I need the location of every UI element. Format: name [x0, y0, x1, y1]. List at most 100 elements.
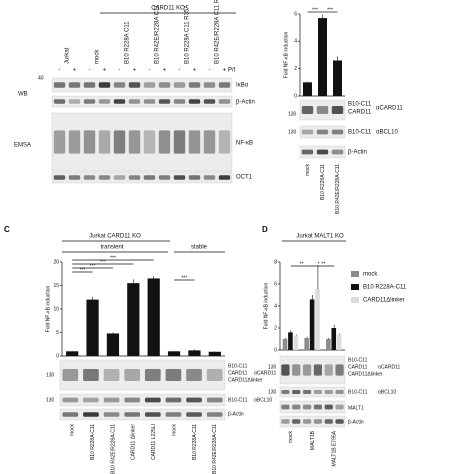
y-tick-label: 2	[274, 325, 277, 331]
blot-band	[313, 404, 323, 410]
y-tick-label: 4	[294, 39, 297, 45]
blot-band	[218, 175, 231, 180]
significance-label: ***	[181, 275, 187, 281]
blot-band	[83, 412, 99, 417]
blot-label: B10-C11	[348, 389, 368, 395]
x-tick-label: mock	[171, 424, 177, 436]
lane-label: mock	[95, 49, 101, 64]
bar	[282, 339, 288, 350]
y-axis-label: Fold NF-κB induction	[45, 285, 51, 332]
significance-label: *	[318, 261, 320, 267]
blot-band	[203, 130, 216, 154]
x-tick-label: B10 R42E/R228A-C11	[212, 424, 218, 474]
treatment-sign: -	[179, 68, 181, 74]
blot-band	[53, 99, 66, 104]
blot-band	[53, 175, 66, 180]
blot-band	[158, 130, 171, 154]
blot-band	[128, 99, 141, 104]
x-tick-label: MALT1B E795A	[331, 430, 337, 466]
legend-swatch	[351, 284, 359, 290]
blot-band	[188, 82, 201, 88]
marker: 130	[46, 397, 55, 403]
blot-band	[188, 130, 201, 154]
blot	[51, 77, 233, 93]
blot-band	[62, 412, 79, 417]
x-tick-label: MALT1B	[310, 430, 316, 450]
blot	[279, 386, 346, 398]
y-tick-label: 5	[56, 330, 59, 336]
blot-band	[313, 364, 323, 376]
blot-band	[302, 390, 312, 394]
blot	[59, 408, 226, 421]
blot-band	[292, 419, 301, 424]
blot-label: B10-C11	[348, 102, 372, 108]
blot-label: αBCL10	[254, 397, 272, 403]
marker: 130	[288, 129, 297, 135]
blot-band	[281, 404, 290, 410]
blot-band	[83, 397, 99, 403]
blot-band	[316, 106, 329, 114]
blot-label: CARD11	[228, 370, 248, 376]
blot-label: β-Actin	[228, 411, 244, 417]
significance-label: ***	[110, 255, 116, 261]
blot-label: B10-C11	[348, 130, 372, 136]
bar	[293, 335, 299, 350]
legend-label: CARD11Δlinker	[363, 298, 405, 304]
lane-label: B10 R42E/R228A C11 R35A	[215, 0, 221, 64]
treatment-sign: -	[59, 68, 61, 74]
blot-band	[98, 175, 111, 180]
blot-band	[144, 369, 161, 381]
treatment-sign: -	[209, 68, 211, 74]
bar	[188, 350, 201, 356]
blot-band	[128, 82, 141, 88]
blot-band	[165, 397, 182, 403]
treatment-sign: +	[163, 68, 167, 74]
blot-label: OCT1	[236, 175, 253, 181]
x-tick-label: B10 R228A-C11	[90, 424, 96, 460]
blot-band	[98, 99, 111, 104]
y-axis-label: Fold NF-κB induction	[283, 31, 289, 78]
blot-band	[206, 412, 223, 417]
blot-label: β-Actin	[348, 150, 367, 156]
blot-band	[53, 130, 66, 154]
blot-band	[143, 130, 156, 154]
y-tick-label: 2	[294, 66, 297, 72]
blot-band	[203, 175, 216, 180]
header: CARD11 KO	[151, 6, 185, 12]
bar	[66, 351, 79, 356]
x-tick-label: B10 R228A-C11	[192, 424, 198, 460]
blot-band	[143, 99, 156, 104]
panel-title: Jurkat CARD11 KO	[89, 234, 141, 240]
blot-label: β-Actin	[236, 100, 255, 106]
blot-band	[218, 130, 231, 154]
treatment: P/I	[228, 68, 236, 74]
blot-band	[98, 130, 111, 154]
blot-band	[188, 99, 201, 104]
lane-label: B10 R228A C11	[125, 21, 131, 64]
legend-swatch	[351, 271, 359, 277]
blot-band	[165, 369, 182, 381]
y-tick-label: 6	[274, 281, 277, 287]
blot	[279, 415, 346, 428]
blot-band	[292, 364, 301, 376]
blot-band	[331, 129, 344, 135]
bar	[318, 18, 327, 97]
x-tick-label: B10 R42E/R228A-C11	[110, 424, 116, 474]
blot-band	[62, 369, 79, 381]
blot-band	[143, 175, 156, 180]
marker: 40	[38, 75, 44, 81]
blot-band	[173, 130, 186, 154]
y-tick-label: 0	[56, 353, 59, 359]
lane-label: B10 R228A C11 R35A	[185, 5, 191, 64]
blot-label: αCARD11	[254, 370, 276, 376]
blot-band	[173, 82, 186, 88]
x-tick-label: B10 R42E/R228A-C11	[335, 164, 341, 214]
blot-band	[324, 390, 333, 394]
blot-band	[68, 82, 81, 88]
bar	[333, 60, 342, 96]
blot-band	[165, 412, 182, 417]
blot-label: αCARD11	[376, 106, 403, 112]
significance-label: ***	[90, 263, 96, 269]
blot-label: B10-C11	[348, 357, 368, 363]
blot-label: CARD11	[348, 110, 372, 116]
